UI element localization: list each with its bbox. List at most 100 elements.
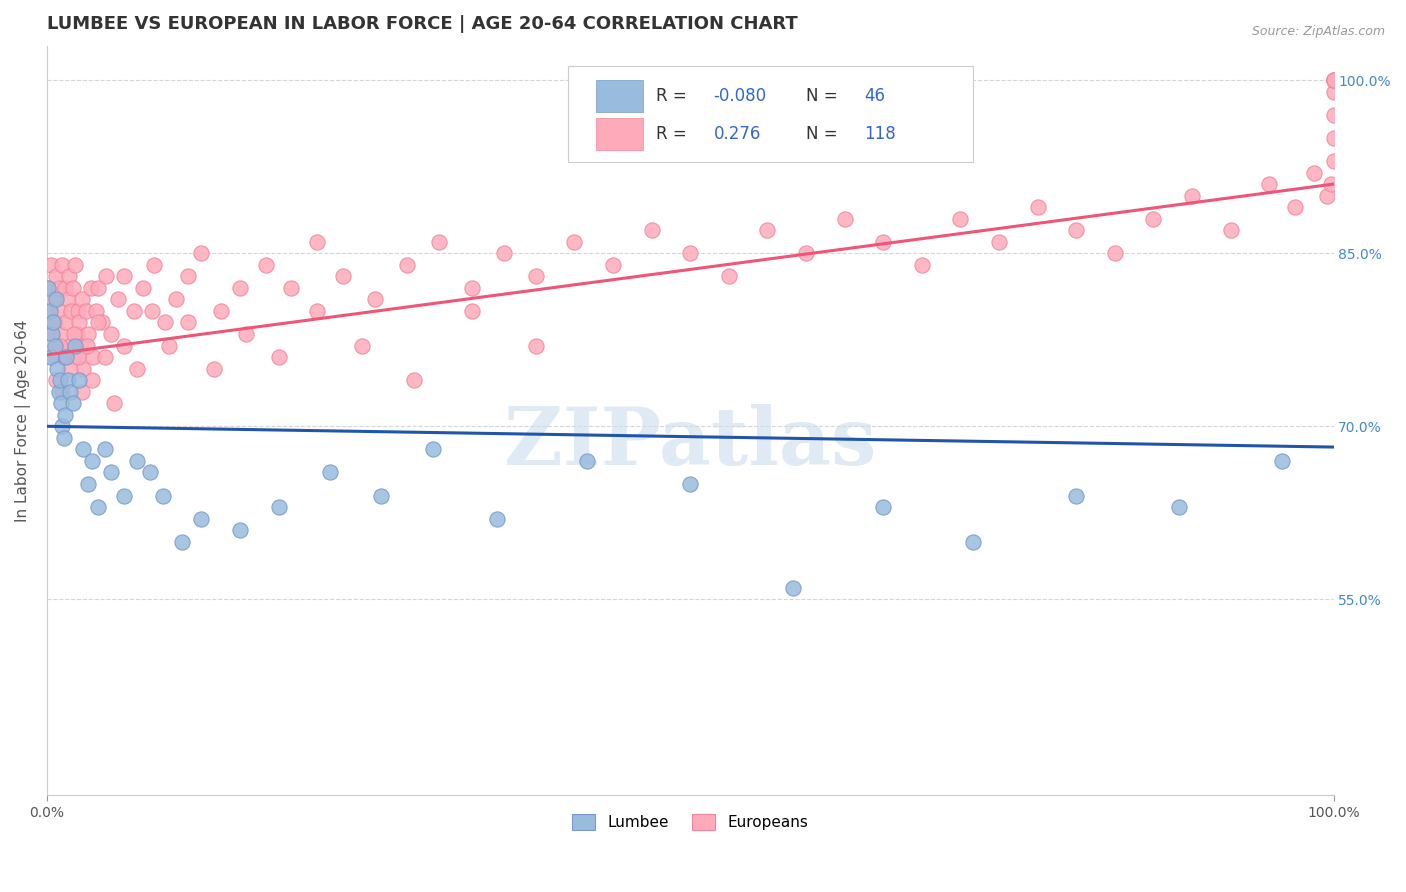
Point [460,281,482,295]
Point [125,454,148,468]
Point [103,396,125,410]
Point [62,396,84,410]
Point [53,281,76,295]
Point [100,326,122,341]
Point [72,442,94,457]
Point [48,281,70,295]
Bar [596,80,643,112]
Point [157,338,180,352]
Point [1104,246,1126,260]
Text: N =: N = [806,125,844,143]
Text: Source: ZipAtlas.com: Source: ZipAtlas.com [1251,25,1385,38]
Point [55,350,77,364]
Point [51,258,73,272]
Point [988,235,1011,249]
Point [65,326,87,341]
Point [55,316,77,330]
Point [165,293,187,307]
Point [60,304,83,318]
Point [190,246,212,260]
Point [949,211,972,226]
Point [834,211,856,226]
Point [70,293,93,307]
Point [49,373,72,387]
Point [307,304,329,318]
Point [602,258,624,272]
Point [1181,188,1204,202]
Point [63,326,86,341]
Point [460,304,482,318]
Text: 0.276: 0.276 [713,125,761,143]
Point [52,431,75,445]
Point [422,442,444,457]
Text: ZIPatlas: ZIPatlas [505,404,876,482]
Point [87,500,110,514]
Point [124,304,146,318]
Point [48,384,70,399]
Point [39,258,62,272]
Point [46,338,69,352]
Point [37,281,59,295]
Point [51,384,73,399]
Point [486,511,509,525]
Point [564,235,586,249]
Point [125,361,148,376]
Point [132,281,155,295]
Point [492,246,515,260]
Point [51,419,73,434]
Point [65,338,87,352]
Point [1284,200,1306,214]
Point [332,269,354,284]
Point [55,350,77,364]
Legend: Lumbee, Europeans: Lumbee, Europeans [567,808,814,837]
Point [1219,223,1241,237]
Point [67,316,90,330]
Point [87,281,110,295]
Point [640,223,662,237]
Point [112,488,135,502]
Point [235,326,257,341]
Point [39,350,62,364]
Point [1322,154,1344,169]
Point [49,326,72,341]
Point [1168,500,1191,514]
Point [42,316,65,330]
Point [254,258,277,272]
Point [66,350,89,364]
Point [396,258,419,272]
Point [267,500,290,514]
Point [794,246,817,260]
Point [91,316,114,330]
Point [1064,223,1087,237]
Point [100,466,122,480]
Point [202,361,225,376]
Point [576,454,599,468]
Point [67,373,90,387]
Point [76,338,98,352]
Point [37,281,59,295]
Point [352,338,374,352]
Point [56,293,79,307]
Point [72,361,94,376]
Point [45,373,67,387]
Text: 118: 118 [863,125,896,143]
Point [49,396,72,410]
FancyBboxPatch shape [568,66,973,161]
Point [911,258,934,272]
Point [80,373,103,387]
Point [94,442,117,457]
Point [38,304,60,318]
Point [1142,211,1164,226]
Point [53,408,76,422]
Point [45,293,67,307]
Point [177,269,200,284]
Point [209,304,232,318]
Point [1258,177,1281,191]
Point [39,350,62,364]
Point [267,350,290,364]
Point [66,304,89,318]
Text: -0.080: -0.080 [713,87,766,105]
Point [524,269,547,284]
Point [45,269,67,284]
Point [1322,85,1344,99]
